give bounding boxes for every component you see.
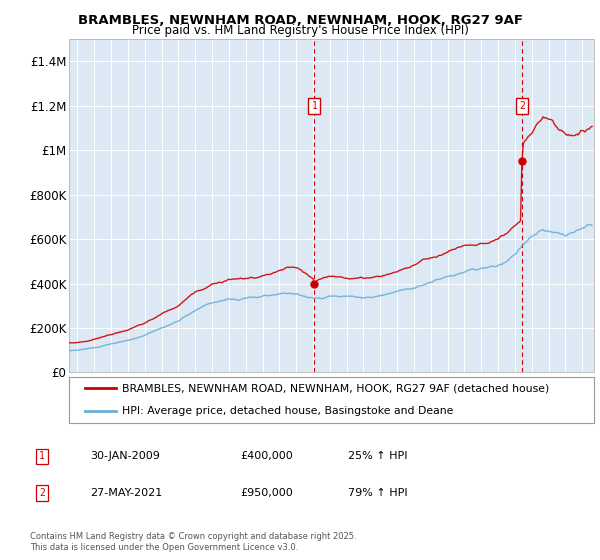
Text: Contains HM Land Registry data © Crown copyright and database right 2025.
This d: Contains HM Land Registry data © Crown c… — [30, 532, 356, 552]
Text: BRAMBLES, NEWNHAM ROAD, NEWNHAM, HOOK, RG27 9AF (detached house): BRAMBLES, NEWNHAM ROAD, NEWNHAM, HOOK, R… — [121, 384, 549, 393]
Text: 25% ↑ HPI: 25% ↑ HPI — [348, 451, 407, 461]
Text: HPI: Average price, detached house, Basingstoke and Deane: HPI: Average price, detached house, Basi… — [121, 407, 453, 416]
Text: BRAMBLES, NEWNHAM ROAD, NEWNHAM, HOOK, RG27 9AF: BRAMBLES, NEWNHAM ROAD, NEWNHAM, HOOK, R… — [77, 14, 523, 27]
Text: £950,000: £950,000 — [240, 488, 293, 498]
Text: 27-MAY-2021: 27-MAY-2021 — [90, 488, 162, 498]
Text: 2: 2 — [39, 488, 45, 498]
Text: 30-JAN-2009: 30-JAN-2009 — [90, 451, 160, 461]
Text: Price paid vs. HM Land Registry's House Price Index (HPI): Price paid vs. HM Land Registry's House … — [131, 24, 469, 37]
Text: 1: 1 — [311, 101, 317, 111]
Text: £400,000: £400,000 — [240, 451, 293, 461]
Text: 1: 1 — [39, 451, 45, 461]
Text: 79% ↑ HPI: 79% ↑ HPI — [348, 488, 407, 498]
Text: 2: 2 — [519, 101, 525, 111]
